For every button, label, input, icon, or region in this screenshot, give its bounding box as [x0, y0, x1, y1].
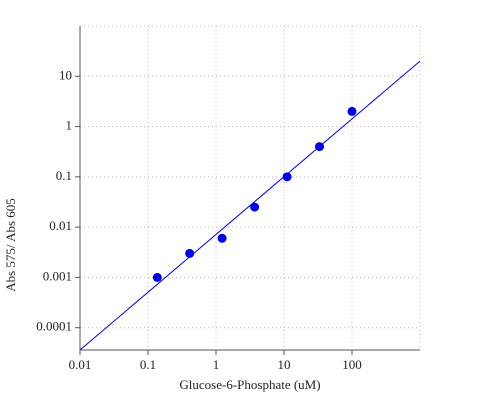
y-tick-label: 0.0001: [36, 319, 72, 334]
x-tick-label: 0.1: [140, 357, 156, 372]
y-tick-label: 0.01: [49, 218, 72, 233]
x-tick-label: 0.01: [69, 357, 92, 372]
y-tick-label: 1: [66, 118, 73, 133]
point: [217, 233, 227, 243]
x-tick-label: 100: [342, 357, 362, 372]
y-tick-label: 10: [59, 67, 72, 82]
y-tick-label: 0.001: [43, 268, 72, 283]
fit-line: [79, 60, 421, 351]
point: [152, 272, 162, 282]
point: [315, 142, 325, 152]
x-axis-label: Glucose-6-Phosphate (uM): [179, 377, 320, 392]
point: [185, 248, 195, 258]
x-tick-label: 1: [213, 357, 220, 372]
y-axis-label: Abs 575/ Abs 605: [3, 198, 18, 292]
x-tick-label: 10: [278, 357, 291, 372]
point: [282, 172, 292, 182]
y-tick-label: 0.1: [56, 168, 72, 183]
point: [250, 202, 260, 212]
point: [347, 106, 357, 116]
